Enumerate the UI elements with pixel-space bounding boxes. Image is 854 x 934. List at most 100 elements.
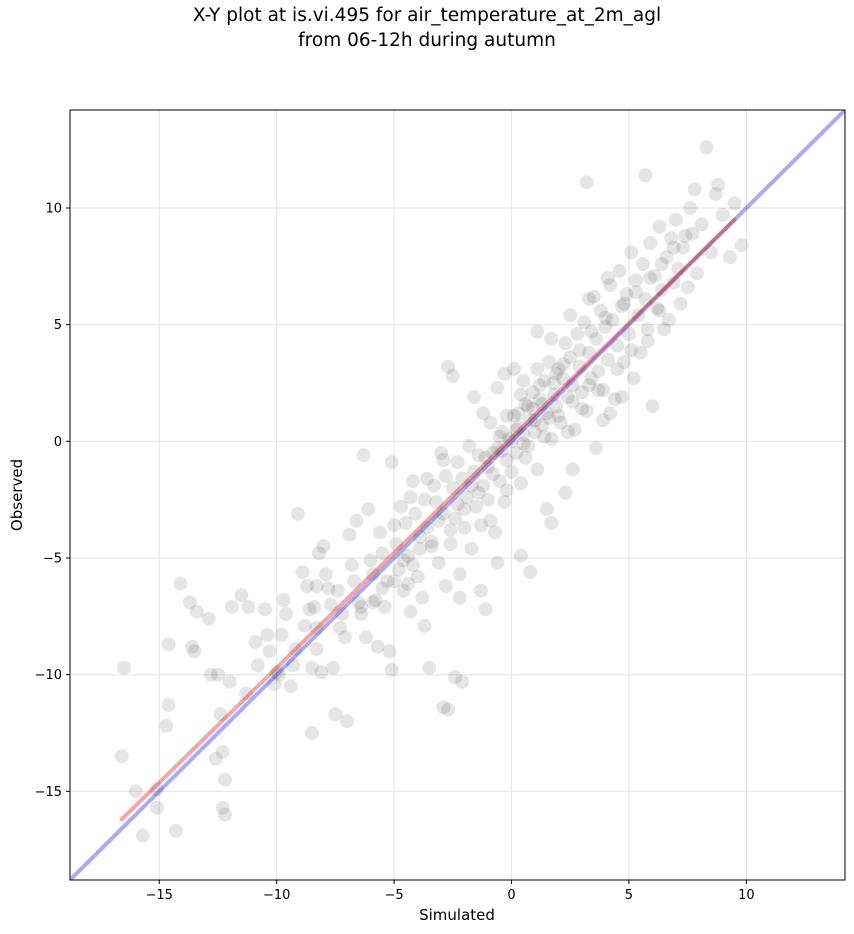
data-point-136 xyxy=(511,420,526,435)
data-point-229 xyxy=(483,513,498,528)
data-point-135 xyxy=(509,446,524,460)
data-point-68 xyxy=(356,448,371,463)
data-point-294 xyxy=(457,502,472,516)
data-point-141 xyxy=(523,413,538,428)
data-point-179 xyxy=(612,264,627,278)
data-point-102 xyxy=(434,446,449,460)
data-point-143 xyxy=(528,425,542,439)
data-point-122 xyxy=(478,450,493,465)
data-point-91 xyxy=(408,506,423,521)
data-point-246 xyxy=(544,516,559,530)
data-point-167 xyxy=(584,371,599,386)
data-point-210 xyxy=(690,266,704,281)
data-point-40 xyxy=(290,506,305,521)
data-point-23 xyxy=(218,807,232,822)
data-point-279 xyxy=(485,446,500,460)
data-point-145 xyxy=(532,392,547,407)
data-point-307 xyxy=(624,343,639,358)
data-point-169 xyxy=(589,331,604,346)
data-point-206 xyxy=(676,240,690,255)
data-point-173 xyxy=(598,320,613,334)
data-point-146 xyxy=(535,418,549,432)
data-point-0 xyxy=(117,660,131,675)
data-point-48 xyxy=(309,579,324,593)
data-point-282 xyxy=(546,376,561,390)
data-point-313 xyxy=(476,406,491,421)
data-point-18 xyxy=(211,667,225,682)
chart-title-line-1: X-Y plot at is.vi.495 for air_temperatur… xyxy=(192,5,662,26)
data-point-104 xyxy=(438,579,453,593)
data-point-190 xyxy=(638,292,653,306)
data-point-258 xyxy=(509,422,524,437)
data-point-35 xyxy=(274,628,289,642)
data-point-211 xyxy=(694,217,709,232)
data-point-29 xyxy=(250,658,265,673)
data-point-217 xyxy=(727,196,742,211)
data-point-10 xyxy=(173,576,188,591)
data-point-292 xyxy=(678,229,693,243)
data-point-76 xyxy=(375,546,390,561)
plot-frame xyxy=(69,109,846,881)
data-point-129 xyxy=(495,425,510,439)
data-point-159 xyxy=(565,378,580,393)
regression-line xyxy=(119,217,737,822)
data-point-181 xyxy=(617,355,632,369)
data-point-49 xyxy=(309,621,324,635)
grid-lines xyxy=(70,110,845,880)
data-point-24 xyxy=(222,674,237,689)
data-point-304 xyxy=(575,401,589,416)
data-point-34 xyxy=(272,667,286,682)
data-point-196 xyxy=(652,219,667,234)
scatter-points xyxy=(114,140,749,843)
data-point-124 xyxy=(483,415,498,430)
data-point-36 xyxy=(276,593,291,607)
data-point-243 xyxy=(401,576,416,591)
data-point-73 xyxy=(368,593,383,607)
data-point-123 xyxy=(481,492,495,507)
data-point-74 xyxy=(370,639,385,654)
data-point-302 xyxy=(499,408,514,423)
data-point-187 xyxy=(631,308,646,323)
data-point-160 xyxy=(567,422,582,437)
data-point-144 xyxy=(530,462,545,477)
data-point-171 xyxy=(593,303,608,318)
data-point-56 xyxy=(326,660,340,675)
data-point-28 xyxy=(248,635,263,649)
data-point-47 xyxy=(307,600,322,614)
data-point-163 xyxy=(575,385,589,400)
data-point-153 xyxy=(551,362,566,376)
data-point-300 xyxy=(530,362,545,376)
data-point-147 xyxy=(537,373,552,388)
data-point-175 xyxy=(603,278,618,292)
x-tick-label-0: −15 xyxy=(146,888,173,903)
data-point-247 xyxy=(558,485,573,500)
data-point-11 xyxy=(182,595,197,610)
data-point-164 xyxy=(577,315,592,330)
data-point-161 xyxy=(570,327,585,341)
data-point-198 xyxy=(657,322,672,337)
data-point-27 xyxy=(241,600,256,614)
data-point-296 xyxy=(424,539,439,554)
data-point-118 xyxy=(469,499,484,514)
data-point-288 xyxy=(629,285,643,299)
data-point-281 xyxy=(516,436,531,451)
data-point-92 xyxy=(410,569,425,584)
data-point-275 xyxy=(525,401,540,416)
data-point-223 xyxy=(530,324,545,339)
data-point-224 xyxy=(516,373,531,388)
data-point-133 xyxy=(504,464,519,479)
data-point-154 xyxy=(553,415,568,430)
data-point-38 xyxy=(283,679,298,694)
data-point-202 xyxy=(666,275,681,290)
data-point-178 xyxy=(610,338,625,353)
data-point-192 xyxy=(643,236,658,250)
data-point-228 xyxy=(441,359,456,374)
data-point-77 xyxy=(377,600,392,614)
data-point-268 xyxy=(333,621,348,635)
data-point-218 xyxy=(734,238,749,253)
data-point-63 xyxy=(344,558,359,572)
data-point-236 xyxy=(589,441,604,456)
data-point-240 xyxy=(448,670,463,684)
data-point-66 xyxy=(351,595,366,610)
data-point-81 xyxy=(384,455,399,470)
